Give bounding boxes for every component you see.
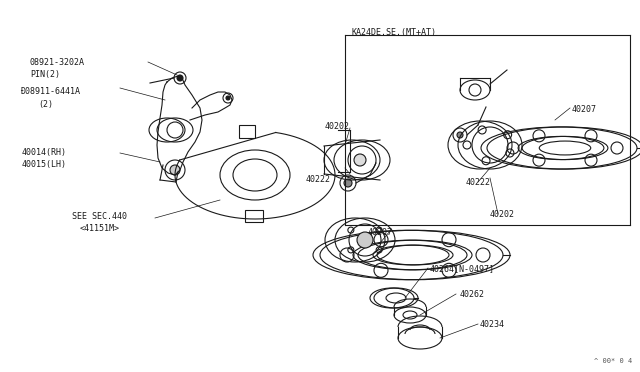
Text: 40015(LH): 40015(LH) [22,160,67,169]
Text: 40222: 40222 [466,178,491,187]
Text: 40262: 40262 [460,290,485,299]
Text: <41151M>: <41151M> [80,224,120,233]
Text: ^ 00* 0 4: ^ 00* 0 4 [594,358,632,364]
Text: 40207: 40207 [572,105,597,114]
Circle shape [177,75,183,81]
Text: 40207: 40207 [368,228,393,237]
Text: 40202: 40202 [325,122,350,131]
Circle shape [357,232,373,248]
Text: 40222: 40222 [306,175,331,184]
Circle shape [226,96,230,100]
Text: PIN(2): PIN(2) [30,70,60,79]
Text: SEE SEC.440: SEE SEC.440 [72,212,127,221]
Text: (2): (2) [38,100,53,109]
Text: 40264[N-0497]: 40264[N-0497] [430,264,495,273]
Circle shape [170,165,180,175]
Text: 40202: 40202 [490,210,515,219]
Circle shape [457,132,463,138]
Text: 40014(RH): 40014(RH) [22,148,67,157]
Bar [245,210,263,222]
Text: 40234: 40234 [480,320,505,329]
Text: KA24DE.SE.(MT+AT): KA24DE.SE.(MT+AT) [352,28,437,37]
Text: 08921-3202A: 08921-3202A [30,58,85,67]
Circle shape [344,179,352,187]
Text: Ð08911-6441A: Ð08911-6441A [20,87,80,96]
Circle shape [354,154,366,166]
Bar [239,125,255,138]
